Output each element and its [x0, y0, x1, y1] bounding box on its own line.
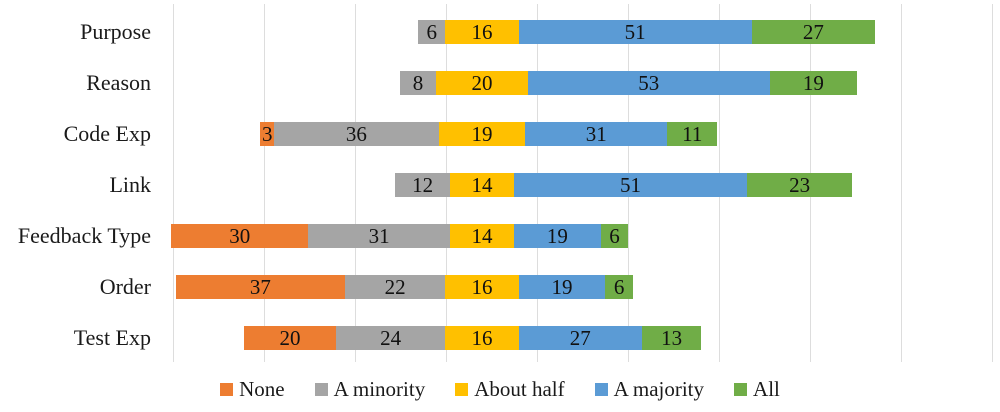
legend-item-none: None [220, 377, 285, 402]
segment-value-label: 36 [345, 121, 367, 146]
bar-segment-a-majority: 51 [513, 172, 748, 197]
legend-label: All [753, 376, 780, 401]
bar-segment-a-majority: 19 [513, 224, 601, 249]
segment-value-label: 16 [471, 275, 493, 300]
bar-segment-about-half: 16 [445, 326, 519, 351]
bar-segment-all: 23 [747, 172, 853, 197]
bar-segment-all: 6 [605, 275, 633, 300]
bar-segment-all: 11 [667, 121, 718, 146]
segment-value-label: 24 [380, 326, 402, 351]
category-label: Purpose [80, 18, 151, 44]
bar-segment-a-minority: 36 [274, 121, 439, 146]
segment-value-label: 31 [368, 224, 390, 249]
legend-item-all: All [734, 377, 780, 402]
bar-segment-all: 19 [769, 70, 857, 95]
segment-value-label: 22 [384, 275, 406, 300]
category-label: Feedback Type [17, 223, 151, 249]
segment-value-label: 3 [261, 121, 273, 146]
bar-segment-all: 27 [751, 19, 875, 44]
segment-value-label: 51 [624, 19, 646, 44]
segment-value-label: 31 [585, 121, 607, 146]
bar-segment-a-minority: 8 [399, 70, 437, 95]
legend-swatch-icon [594, 382, 608, 396]
bar-segment-all: 13 [641, 326, 702, 351]
legend-label: A minority [333, 376, 426, 401]
segment-value-label: 53 [638, 70, 660, 95]
category-label: Order [99, 274, 151, 300]
segment-value-label: 27 [802, 19, 824, 44]
segment-value-label: 23 [789, 172, 811, 197]
bar-segment-all: 6 [600, 224, 629, 249]
segment-value-label: 6 [613, 275, 625, 300]
legend-label: A majority [613, 376, 705, 401]
gridline [901, 4, 902, 362]
gridline [173, 4, 174, 362]
bar-segment-none: 20 [244, 326, 336, 351]
segment-value-label: 14 [471, 172, 493, 197]
segment-value-label: 19 [802, 70, 824, 95]
gridline [992, 4, 993, 362]
bar-segment-about-half: 20 [436, 70, 528, 95]
legend-item-a-minority: A minority [314, 376, 426, 402]
bar-segment-a-minority: 22 [344, 275, 446, 300]
legend-swatch-icon [455, 382, 469, 396]
bar-segment-a-majority: 31 [525, 121, 668, 146]
legend-label: None [239, 376, 285, 401]
segment-value-label: 6 [609, 224, 620, 249]
segment-value-label: 37 [249, 275, 271, 300]
bar-segment-about-half: 16 [445, 275, 519, 300]
segment-value-label: 16 [471, 19, 493, 44]
bar-segment-about-half: 16 [445, 19, 519, 44]
segment-value-label: 16 [471, 326, 493, 351]
bar-segment-a-majority: 27 [518, 326, 642, 351]
segment-value-label: 20 [279, 326, 301, 351]
segment-value-label: 30 [229, 224, 251, 249]
segment-value-label: 8 [412, 70, 424, 95]
bar-segment-about-half: 14 [450, 172, 514, 197]
gridline [264, 4, 265, 362]
legend-swatch-icon [734, 382, 748, 396]
segment-value-label: 27 [569, 326, 591, 351]
legend-item-about-half: About half [455, 376, 565, 402]
segment-value-label: 19 [471, 121, 493, 146]
bar-segment-a-majority: 53 [527, 70, 770, 95]
bar-segment-a-majority: 51 [518, 19, 752, 44]
category-label: Test Exp [73, 325, 151, 351]
bar-segment-about-half: 19 [438, 121, 526, 146]
legend-swatch-icon [220, 382, 234, 396]
bar-segment-none: 3 [260, 121, 275, 146]
segment-value-label: 11 [682, 121, 703, 146]
gridline [355, 4, 356, 362]
segment-value-label: 12 [412, 172, 434, 197]
bar-segment-about-half: 14 [450, 224, 514, 249]
segment-value-label: 6 [426, 19, 437, 44]
category-label: Link [109, 171, 151, 197]
legend: None A minority About half A majority All [0, 374, 1000, 404]
bar-segment-none: 30 [171, 224, 309, 249]
bar-segment-none: 37 [175, 275, 345, 300]
segment-value-label: 19 [551, 275, 573, 300]
legend-item-a-majority: A majority [594, 376, 705, 402]
segment-value-label: 14 [471, 224, 493, 249]
legend-swatch-icon [314, 382, 328, 396]
legend-label: About half [474, 376, 565, 401]
bar-segment-a-minority: 24 [335, 326, 446, 351]
bar-segment-a-majority: 19 [518, 275, 606, 300]
segment-value-label: 13 [661, 326, 683, 351]
category-label: Reason [86, 69, 151, 95]
bar-segment-a-minority: 6 [418, 19, 446, 44]
category-label: Code Exp [63, 120, 151, 146]
bar-segment-a-minority: 31 [308, 224, 450, 249]
segment-value-label: 19 [546, 224, 568, 249]
bar-segment-a-minority: 12 [395, 172, 450, 197]
segment-value-label: 51 [620, 172, 642, 197]
segment-value-label: 20 [471, 70, 493, 95]
